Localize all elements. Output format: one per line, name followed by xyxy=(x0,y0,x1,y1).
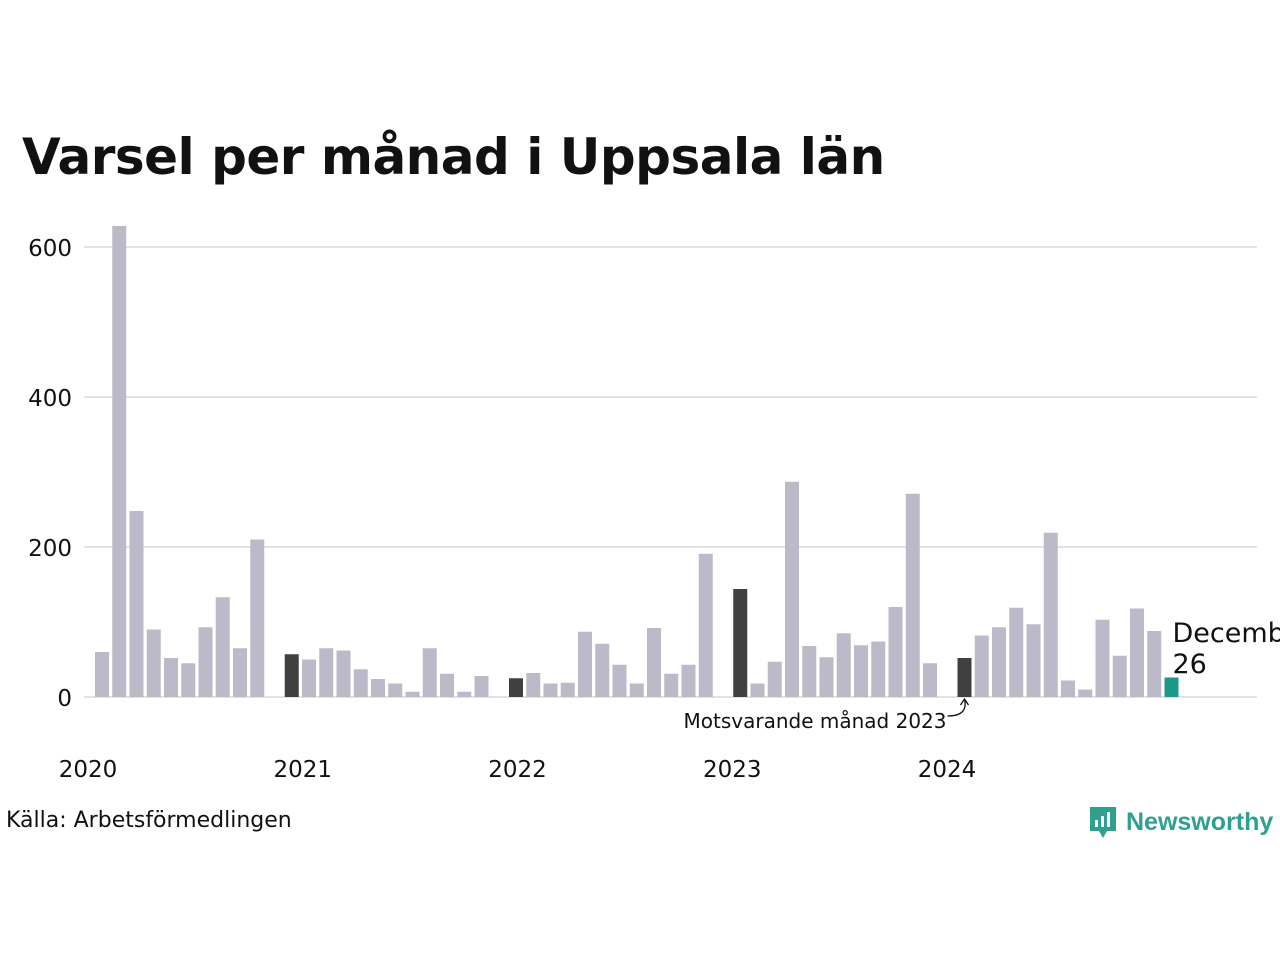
bar xyxy=(95,652,109,697)
bar xyxy=(164,658,178,697)
bar xyxy=(681,664,696,697)
current-month-label: December xyxy=(1173,618,1280,649)
bar xyxy=(974,635,989,697)
bar xyxy=(1078,689,1093,697)
y-tick-label: 200 xyxy=(28,536,72,562)
previous-year-label: Motsvarande månad 2023 xyxy=(684,709,947,733)
bar xyxy=(1112,655,1127,697)
source-note: Källa: Arbetsförmedlingen xyxy=(6,808,292,833)
bar xyxy=(1009,607,1024,697)
y-tick-label: 0 xyxy=(57,686,72,712)
x-tick-label: 2023 xyxy=(703,757,762,783)
x-axis-ticks: 2020 2021 2022 2023 2024 xyxy=(59,757,977,783)
bar xyxy=(750,683,765,697)
bar xyxy=(509,678,523,697)
y-tick-label: 400 xyxy=(28,386,72,412)
bar xyxy=(595,643,610,697)
bar xyxy=(457,691,472,697)
bar xyxy=(664,673,679,697)
bar xyxy=(1061,680,1075,697)
bars xyxy=(95,226,1179,697)
bar xyxy=(1026,624,1041,697)
x-tick-label: 2020 xyxy=(59,757,118,783)
bar xyxy=(319,648,334,697)
y-tick-label: 600 xyxy=(28,236,72,262)
bar xyxy=(647,628,661,697)
bar xyxy=(767,661,782,697)
annotations: December 26 Motsvarande månad 2023 xyxy=(684,618,1280,733)
bar xyxy=(146,629,161,697)
bar-chart: 0 200 400 600 2020 2021 2022 2023 2024 December… xyxy=(28,226,1280,783)
bar xyxy=(629,683,644,697)
bar xyxy=(474,676,489,697)
bar xyxy=(422,648,437,697)
bar xyxy=(129,511,144,697)
x-tick-label: 2021 xyxy=(273,757,332,783)
bar xyxy=(733,589,748,697)
bar xyxy=(785,481,799,697)
bar xyxy=(371,679,385,697)
bar xyxy=(578,631,592,697)
bar xyxy=(854,645,868,697)
bar xyxy=(198,627,213,697)
bar xyxy=(405,691,420,697)
bar xyxy=(1043,532,1058,697)
bar xyxy=(353,669,368,697)
bar xyxy=(698,553,713,697)
bar xyxy=(336,650,351,697)
bar xyxy=(1130,608,1144,697)
bar xyxy=(250,539,265,697)
brand-logo: Newsworthy xyxy=(1088,804,1273,840)
bar xyxy=(112,226,127,697)
bar xyxy=(802,646,817,697)
bar xyxy=(284,654,299,697)
bar xyxy=(1147,631,1162,697)
bar xyxy=(215,597,230,697)
y-axis-ticks: 0 200 400 600 xyxy=(28,236,72,712)
current-month-value: 26 xyxy=(1173,649,1207,680)
bar xyxy=(819,657,834,697)
bar xyxy=(905,493,920,697)
bar xyxy=(440,673,454,697)
bar xyxy=(888,607,903,697)
previous-year-arrow xyxy=(947,697,970,717)
bar xyxy=(957,658,972,697)
bar xyxy=(388,683,403,697)
brand-name: Newsworthy xyxy=(1126,807,1274,836)
bar xyxy=(543,683,558,697)
bar xyxy=(923,663,937,697)
bar xyxy=(181,663,196,697)
bar xyxy=(233,648,247,697)
bar xyxy=(526,673,541,697)
bar xyxy=(302,659,316,697)
bar xyxy=(612,664,627,697)
bar xyxy=(1164,677,1179,697)
bar xyxy=(992,627,1006,697)
bar xyxy=(560,682,575,697)
bar xyxy=(836,633,851,697)
x-tick-label: 2022 xyxy=(488,757,547,783)
bar xyxy=(1095,619,1110,697)
bar xyxy=(871,641,886,697)
newsworthy-logo-icon xyxy=(1090,807,1116,838)
chart-title: Varsel per månad i Uppsala län xyxy=(22,128,885,186)
x-tick-label: 2024 xyxy=(918,757,977,783)
